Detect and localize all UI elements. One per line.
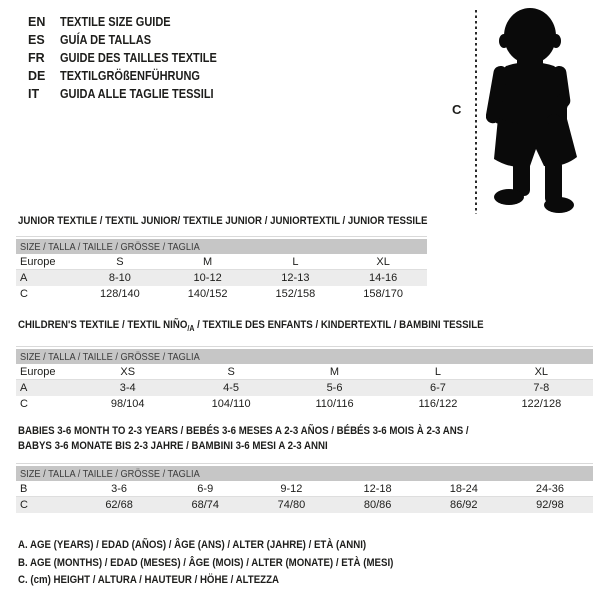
- size-header-label: SIZE / TALLA / TAILLE / GRÖSSE / TAGLIA: [20, 350, 200, 363]
- cell: 7-8: [533, 382, 550, 394]
- lang-code: FR: [28, 51, 45, 65]
- size-header-bar: SIZE / TALLA / TAILLE / GRÖSSE / TAGLIA: [16, 466, 593, 481]
- lang-row-en: EN TEXTILE SIZE GUIDE: [28, 13, 238, 31]
- row-label: A: [20, 272, 28, 284]
- height-measure-label: C: [452, 102, 462, 117]
- row-label: C: [20, 398, 28, 410]
- lang-row-fr: FR GUIDE DES TAILLES TEXTILE: [28, 49, 238, 67]
- cell: L: [292, 255, 299, 268]
- title-text: / TEXTILE DES ENFANTS / KINDERTEXTIL / B…: [194, 319, 484, 331]
- lang-row-de: DE TEXTILGRÖßENFÜHRUNG: [28, 67, 238, 85]
- cell: 10-12: [193, 272, 222, 284]
- row-label: C: [20, 288, 28, 300]
- title-text: CHILDREN'S TEXTILE / TEXTIL NIÑO: [18, 319, 188, 331]
- footnote-c: C. (cm) HEIGHT / ALTURA / HAUTEUR / HÖHE…: [18, 574, 280, 586]
- cell: 74/80: [277, 499, 306, 511]
- cell: 5-6: [326, 382, 343, 394]
- lang-code: ES: [28, 33, 45, 47]
- lang-code: IT: [28, 87, 40, 101]
- row-label: A: [20, 382, 28, 394]
- babies-size-table: SIZE / TALLA / TAILLE / GRÖSSE / TAGLIA …: [16, 463, 593, 513]
- cell: 9-12: [280, 482, 303, 495]
- row-label: Europe: [20, 365, 56, 378]
- cell: M: [329, 365, 340, 378]
- lang-code: EN: [28, 15, 46, 29]
- lang-label: GUÍA DE TALLAS: [60, 33, 152, 47]
- table-row: B 3-6 6-9 9-12 12-18 18-24 24-36: [16, 481, 593, 497]
- cell: XL: [376, 255, 390, 268]
- lang-label: TEXTILE SIZE GUIDE: [60, 15, 171, 29]
- cell: S: [116, 255, 124, 268]
- cell: 18-24: [449, 482, 478, 495]
- children-size-table: SIZE / TALLA / TAILLE / GRÖSSE / TAGLIA …: [16, 346, 593, 412]
- cell: 24-36: [535, 482, 565, 495]
- table-row: Europe S M L XL: [16, 254, 427, 270]
- junior-size-table: SIZE / TALLA / TAILLE / GRÖSSE / TAGLIA …: [16, 236, 427, 302]
- cell: 12-18: [363, 482, 392, 495]
- lang-label: TEXTILGRÖßENFÜHRUNG: [60, 69, 200, 83]
- children-section-title: CHILDREN'S TEXTILE / TEXTIL NIÑO/A / TEX…: [18, 318, 547, 336]
- cell: 92/98: [536, 499, 564, 511]
- title-subscript: /A: [187, 324, 195, 334]
- table-row: C 98/104 104/110 110/116 116/122 122/128: [16, 396, 593, 412]
- cell: 140/152: [187, 288, 228, 300]
- cell: 6-7: [429, 382, 446, 394]
- footnote-a: A. AGE (YEARS) / EDAD (AÑOS) / ÂGE (ANS)…: [18, 539, 367, 551]
- cell: 80/86: [363, 499, 392, 511]
- table-row: C 128/140 140/152 152/158 158/170: [16, 286, 427, 302]
- cell: 12-13: [281, 272, 310, 284]
- babies-section-title: BABIES 3-6 MONTH TO 2-3 YEARS / BEBÉS 3-…: [18, 424, 530, 454]
- cell: 3-4: [119, 382, 136, 394]
- cell: 116/122: [418, 398, 458, 410]
- footnotes: A. AGE (YEARS) / EDAD (AÑOS) / ÂGE (ANS)…: [18, 537, 445, 590]
- cell: 110/116: [315, 398, 354, 410]
- title-line-2: BABYS 3-6 MONATE BIS 2-3 JAHRE / BAMBINI…: [18, 440, 328, 452]
- cell: 62/68: [105, 499, 133, 511]
- lang-row-es: ES GUÍA DE TALLAS: [28, 31, 238, 49]
- cell: M: [203, 255, 213, 268]
- cell: 6-9: [197, 482, 214, 495]
- table-row: C 62/68 68/74 74/80 80/86 86/92 92/98: [16, 497, 593, 513]
- cell: 152/158: [275, 288, 316, 300]
- lang-label: GUIDE DES TAILLES TEXTILE: [60, 51, 217, 65]
- cell: S: [227, 365, 235, 378]
- cell: XL: [534, 365, 549, 378]
- size-header-label: SIZE / TALLA / TAILLE / GRÖSSE / TAGLIA: [20, 467, 200, 480]
- cell: 4-5: [223, 382, 240, 394]
- lang-code: DE: [28, 69, 46, 83]
- table-row: A 8-10 10-12 12-13 14-16: [16, 270, 427, 286]
- cell: 14-16: [369, 272, 398, 284]
- junior-section-title: JUNIOR TEXTILE / TEXTIL JUNIOR/ TEXTILE …: [18, 215, 428, 227]
- row-label: Europe: [20, 255, 56, 268]
- language-list: EN TEXTILE SIZE GUIDE ES GUÍA DE TALLAS …: [28, 13, 238, 103]
- cell: L: [434, 365, 441, 378]
- table-row: Europe XS S M L XL: [16, 364, 593, 380]
- cell: 122/128: [521, 398, 562, 410]
- cell: 158/170: [363, 288, 403, 300]
- cell: 128/140: [99, 288, 140, 300]
- baby-silhouette: [486, 8, 577, 213]
- cell: 98/104: [110, 398, 145, 410]
- size-header-bar: SIZE / TALLA / TAILLE / GRÖSSE / TAGLIA: [16, 239, 427, 254]
- lang-row-it: IT GUIDA ALLE TAGLIE TESSILI: [28, 85, 238, 103]
- row-label: B: [20, 482, 28, 495]
- size-header-label: SIZE / TALLA / TAILLE / GRÖSSE / TAGLIA: [20, 240, 200, 253]
- cell: 104/110: [211, 398, 251, 410]
- title-line-1: BABIES 3-6 MONTH TO 2-3 YEARS / BEBÉS 3-…: [18, 425, 469, 437]
- row-label: C: [20, 499, 28, 511]
- footnote-b: B. AGE (MONTHS) / EDAD (MESES) / ÂGE (MO…: [18, 556, 394, 569]
- table-row: A 3-4 4-5 5-6 6-7 7-8: [16, 380, 593, 396]
- lang-label: GUIDA ALLE TAGLIE TESSILI: [60, 87, 214, 101]
- cell: 68/74: [191, 499, 220, 511]
- height-measure-dotted-line: [475, 10, 477, 214]
- cell: 3-6: [111, 482, 128, 495]
- size-header-bar: SIZE / TALLA / TAILLE / GRÖSSE / TAGLIA: [16, 349, 593, 364]
- baby-height-figure: C: [440, 4, 600, 216]
- cell: 8-10: [108, 272, 131, 284]
- cell: 86/92: [450, 499, 478, 511]
- cell: XS: [120, 365, 136, 378]
